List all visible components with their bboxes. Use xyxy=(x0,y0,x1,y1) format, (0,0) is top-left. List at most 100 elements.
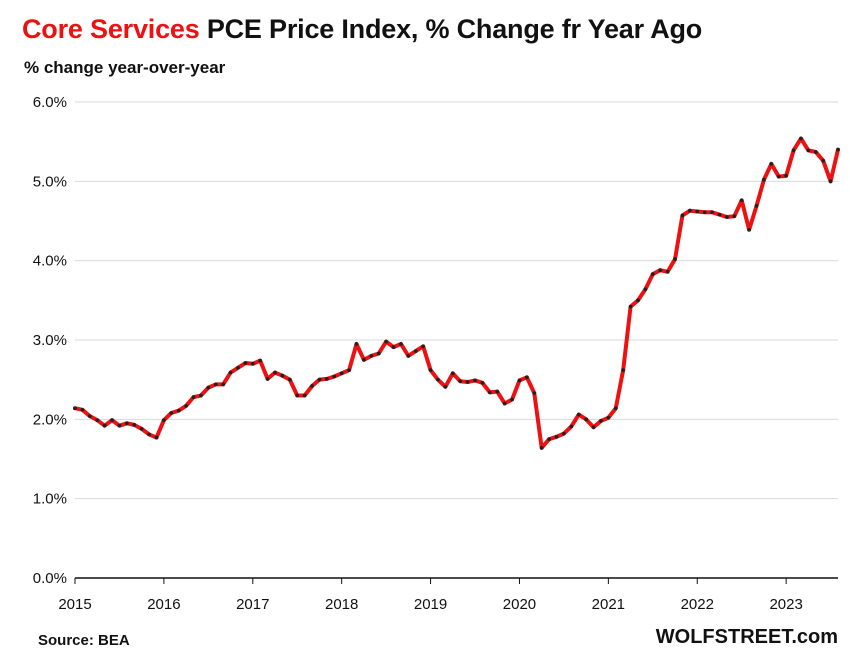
data-point xyxy=(354,342,359,346)
data-point xyxy=(606,415,611,420)
data-point xyxy=(621,368,626,373)
data-point xyxy=(347,368,351,373)
data-point xyxy=(406,353,411,358)
data-point xyxy=(487,390,492,395)
y-tick-label: 6.0% xyxy=(33,94,67,111)
data-point xyxy=(517,378,522,383)
data-point xyxy=(421,344,426,349)
data-point xyxy=(613,406,618,411)
data-point xyxy=(665,269,670,274)
series xyxy=(73,136,840,450)
data-point xyxy=(221,382,226,387)
data-point xyxy=(628,304,633,309)
data-point xyxy=(532,391,537,396)
data-point xyxy=(732,214,737,219)
data-point xyxy=(384,339,389,344)
data-point xyxy=(317,377,322,382)
data-point xyxy=(161,418,166,423)
x-tick-label: 2023 xyxy=(769,596,802,613)
y-tick-label: 0.0% xyxy=(33,570,67,587)
x-tick-label: 2017 xyxy=(236,596,269,613)
data-point xyxy=(673,257,677,261)
chart-title: Core Services PCE Price Index, % Change … xyxy=(22,14,702,45)
y-tick-label: 2.0% xyxy=(33,411,67,428)
data-point xyxy=(650,272,655,277)
x-tick-label: 2021 xyxy=(592,596,625,613)
data-point xyxy=(324,376,329,381)
data-point xyxy=(450,371,455,376)
y-tick-label: 4.0% xyxy=(33,253,67,270)
data-point xyxy=(791,148,796,153)
data-point xyxy=(695,209,700,214)
data-point xyxy=(502,401,507,406)
y-tick-label: 3.0% xyxy=(33,332,67,349)
data-point xyxy=(799,136,803,141)
data-point xyxy=(591,425,596,430)
data-point xyxy=(576,412,581,417)
data-point xyxy=(302,393,307,398)
data-point xyxy=(436,377,440,382)
data-point xyxy=(184,403,189,408)
data-point xyxy=(236,365,240,370)
title-rest: PCE Price Index, % Change fr Year Ago xyxy=(199,14,703,44)
data-point xyxy=(828,179,833,184)
data-point xyxy=(213,382,218,387)
data-point xyxy=(717,212,722,217)
data-point xyxy=(139,426,144,431)
data-point xyxy=(769,161,774,166)
data-point xyxy=(110,418,114,423)
data-point xyxy=(562,431,566,436)
data-point xyxy=(228,370,233,375)
data-point xyxy=(724,215,729,219)
data-point xyxy=(547,437,551,442)
data-point xyxy=(443,384,448,389)
data-point xyxy=(176,408,181,413)
data-point xyxy=(258,358,263,363)
data-point xyxy=(80,407,85,412)
data-point xyxy=(117,423,122,428)
data-point xyxy=(273,370,277,375)
data-point xyxy=(132,422,137,427)
data-point xyxy=(250,361,255,366)
data-point xyxy=(762,177,766,182)
data-point xyxy=(510,397,514,402)
data-point xyxy=(821,158,826,163)
data-point xyxy=(599,419,603,423)
data-point xyxy=(806,148,811,153)
chart-subtitle: % change year-over-year xyxy=(24,58,226,77)
data-point xyxy=(539,445,544,450)
data-point xyxy=(369,353,374,358)
data-point xyxy=(702,210,707,215)
x-tick-label: 2022 xyxy=(681,596,714,613)
data-point xyxy=(776,174,781,179)
data-point xyxy=(199,393,203,398)
data-point xyxy=(813,150,818,154)
data-point xyxy=(87,414,92,419)
data-point xyxy=(102,423,107,428)
data-point xyxy=(339,371,344,376)
data-point xyxy=(362,357,366,362)
data-point xyxy=(169,411,174,415)
data-point xyxy=(747,227,752,232)
data-point xyxy=(310,384,314,388)
data-point xyxy=(524,375,529,380)
data-point xyxy=(295,393,300,398)
y-axis-ticks: 0.0% 1.0% 2.0% 3.0% 4.0% 5.0% 6.0% xyxy=(33,94,67,587)
gridlines xyxy=(75,101,838,579)
data-point xyxy=(191,395,196,400)
series-line xyxy=(73,136,840,450)
data-point xyxy=(458,379,463,384)
data-point xyxy=(124,421,129,426)
data-point xyxy=(473,378,477,383)
data-point xyxy=(428,368,433,373)
data-point xyxy=(280,373,285,378)
data-point xyxy=(376,351,381,356)
data-point xyxy=(784,173,789,178)
brand-watermark: WOLFSTREET.com xyxy=(655,626,838,648)
data-point xyxy=(495,389,500,394)
data-point xyxy=(710,210,714,215)
data-point xyxy=(554,434,559,439)
data-point xyxy=(95,418,100,423)
data-point xyxy=(73,406,77,411)
